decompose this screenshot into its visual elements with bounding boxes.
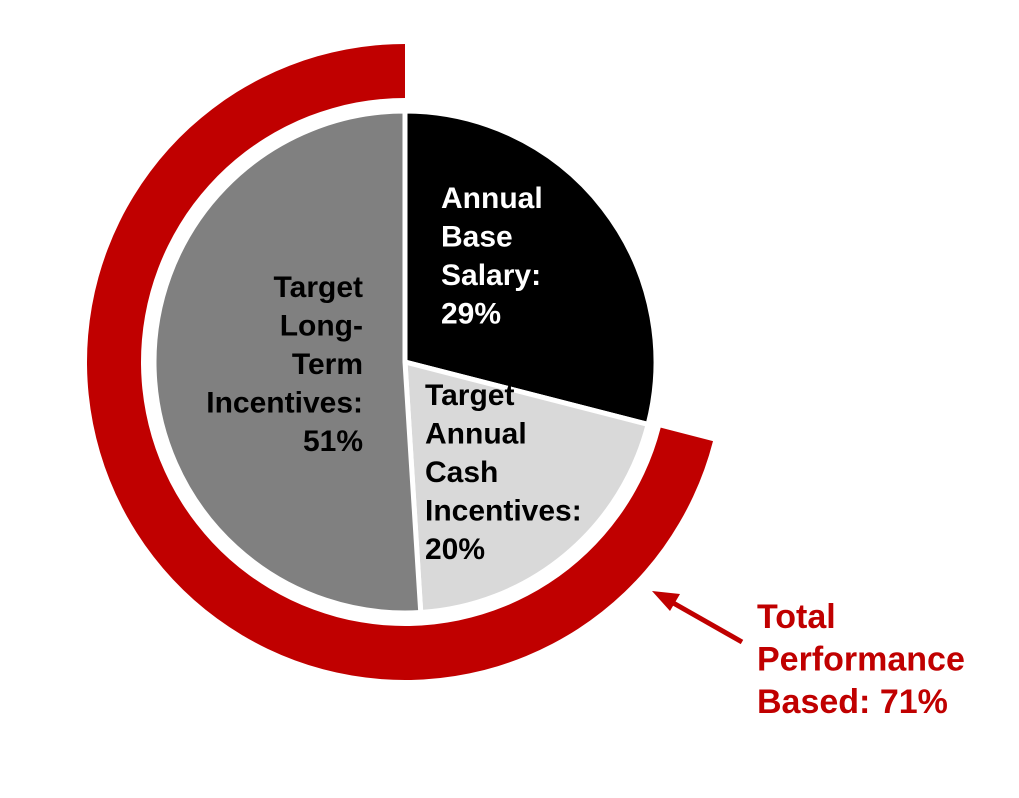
label-line: Long- bbox=[280, 310, 363, 343]
label-line: Target bbox=[274, 271, 363, 304]
label-line: Incentives: bbox=[206, 387, 363, 420]
annotation-line: Performance bbox=[757, 641, 965, 679]
label-line: Target bbox=[425, 379, 514, 412]
slice-label: Target Long- Term Incentives: bbox=[206, 271, 363, 420]
pie-slice bbox=[402, 108, 659, 428]
label-line: Salary: bbox=[441, 259, 541, 292]
value-label: 20% bbox=[425, 533, 485, 566]
pie-slice bbox=[402, 358, 652, 616]
annotation-line: Based: 71% bbox=[757, 683, 948, 721]
label-line: Annual bbox=[441, 182, 543, 215]
value-label: 29% bbox=[441, 298, 501, 331]
pie bbox=[86, 44, 714, 680]
annotation-line: Total bbox=[757, 598, 836, 636]
labels: Annual Base Salary: 29% Target Annual Cash Ince… bbox=[206, 182, 581, 566]
slice-label: Target Annual Cash Incentives: bbox=[425, 379, 582, 528]
arrow-head bbox=[652, 591, 680, 611]
arrow-line bbox=[666, 597, 744, 645]
label-line: Cash bbox=[425, 456, 498, 489]
slice-label: Annual Base Salary: bbox=[441, 182, 543, 292]
annotation: Total Performance Based: 71% bbox=[757, 598, 965, 721]
label-line: Incentives: bbox=[425, 495, 582, 528]
pie-slice bbox=[151, 108, 424, 616]
label-line: Base bbox=[441, 221, 513, 254]
value-label: 51% bbox=[303, 425, 363, 458]
label-line: Annual bbox=[425, 418, 527, 451]
label-line: Term bbox=[292, 348, 363, 381]
